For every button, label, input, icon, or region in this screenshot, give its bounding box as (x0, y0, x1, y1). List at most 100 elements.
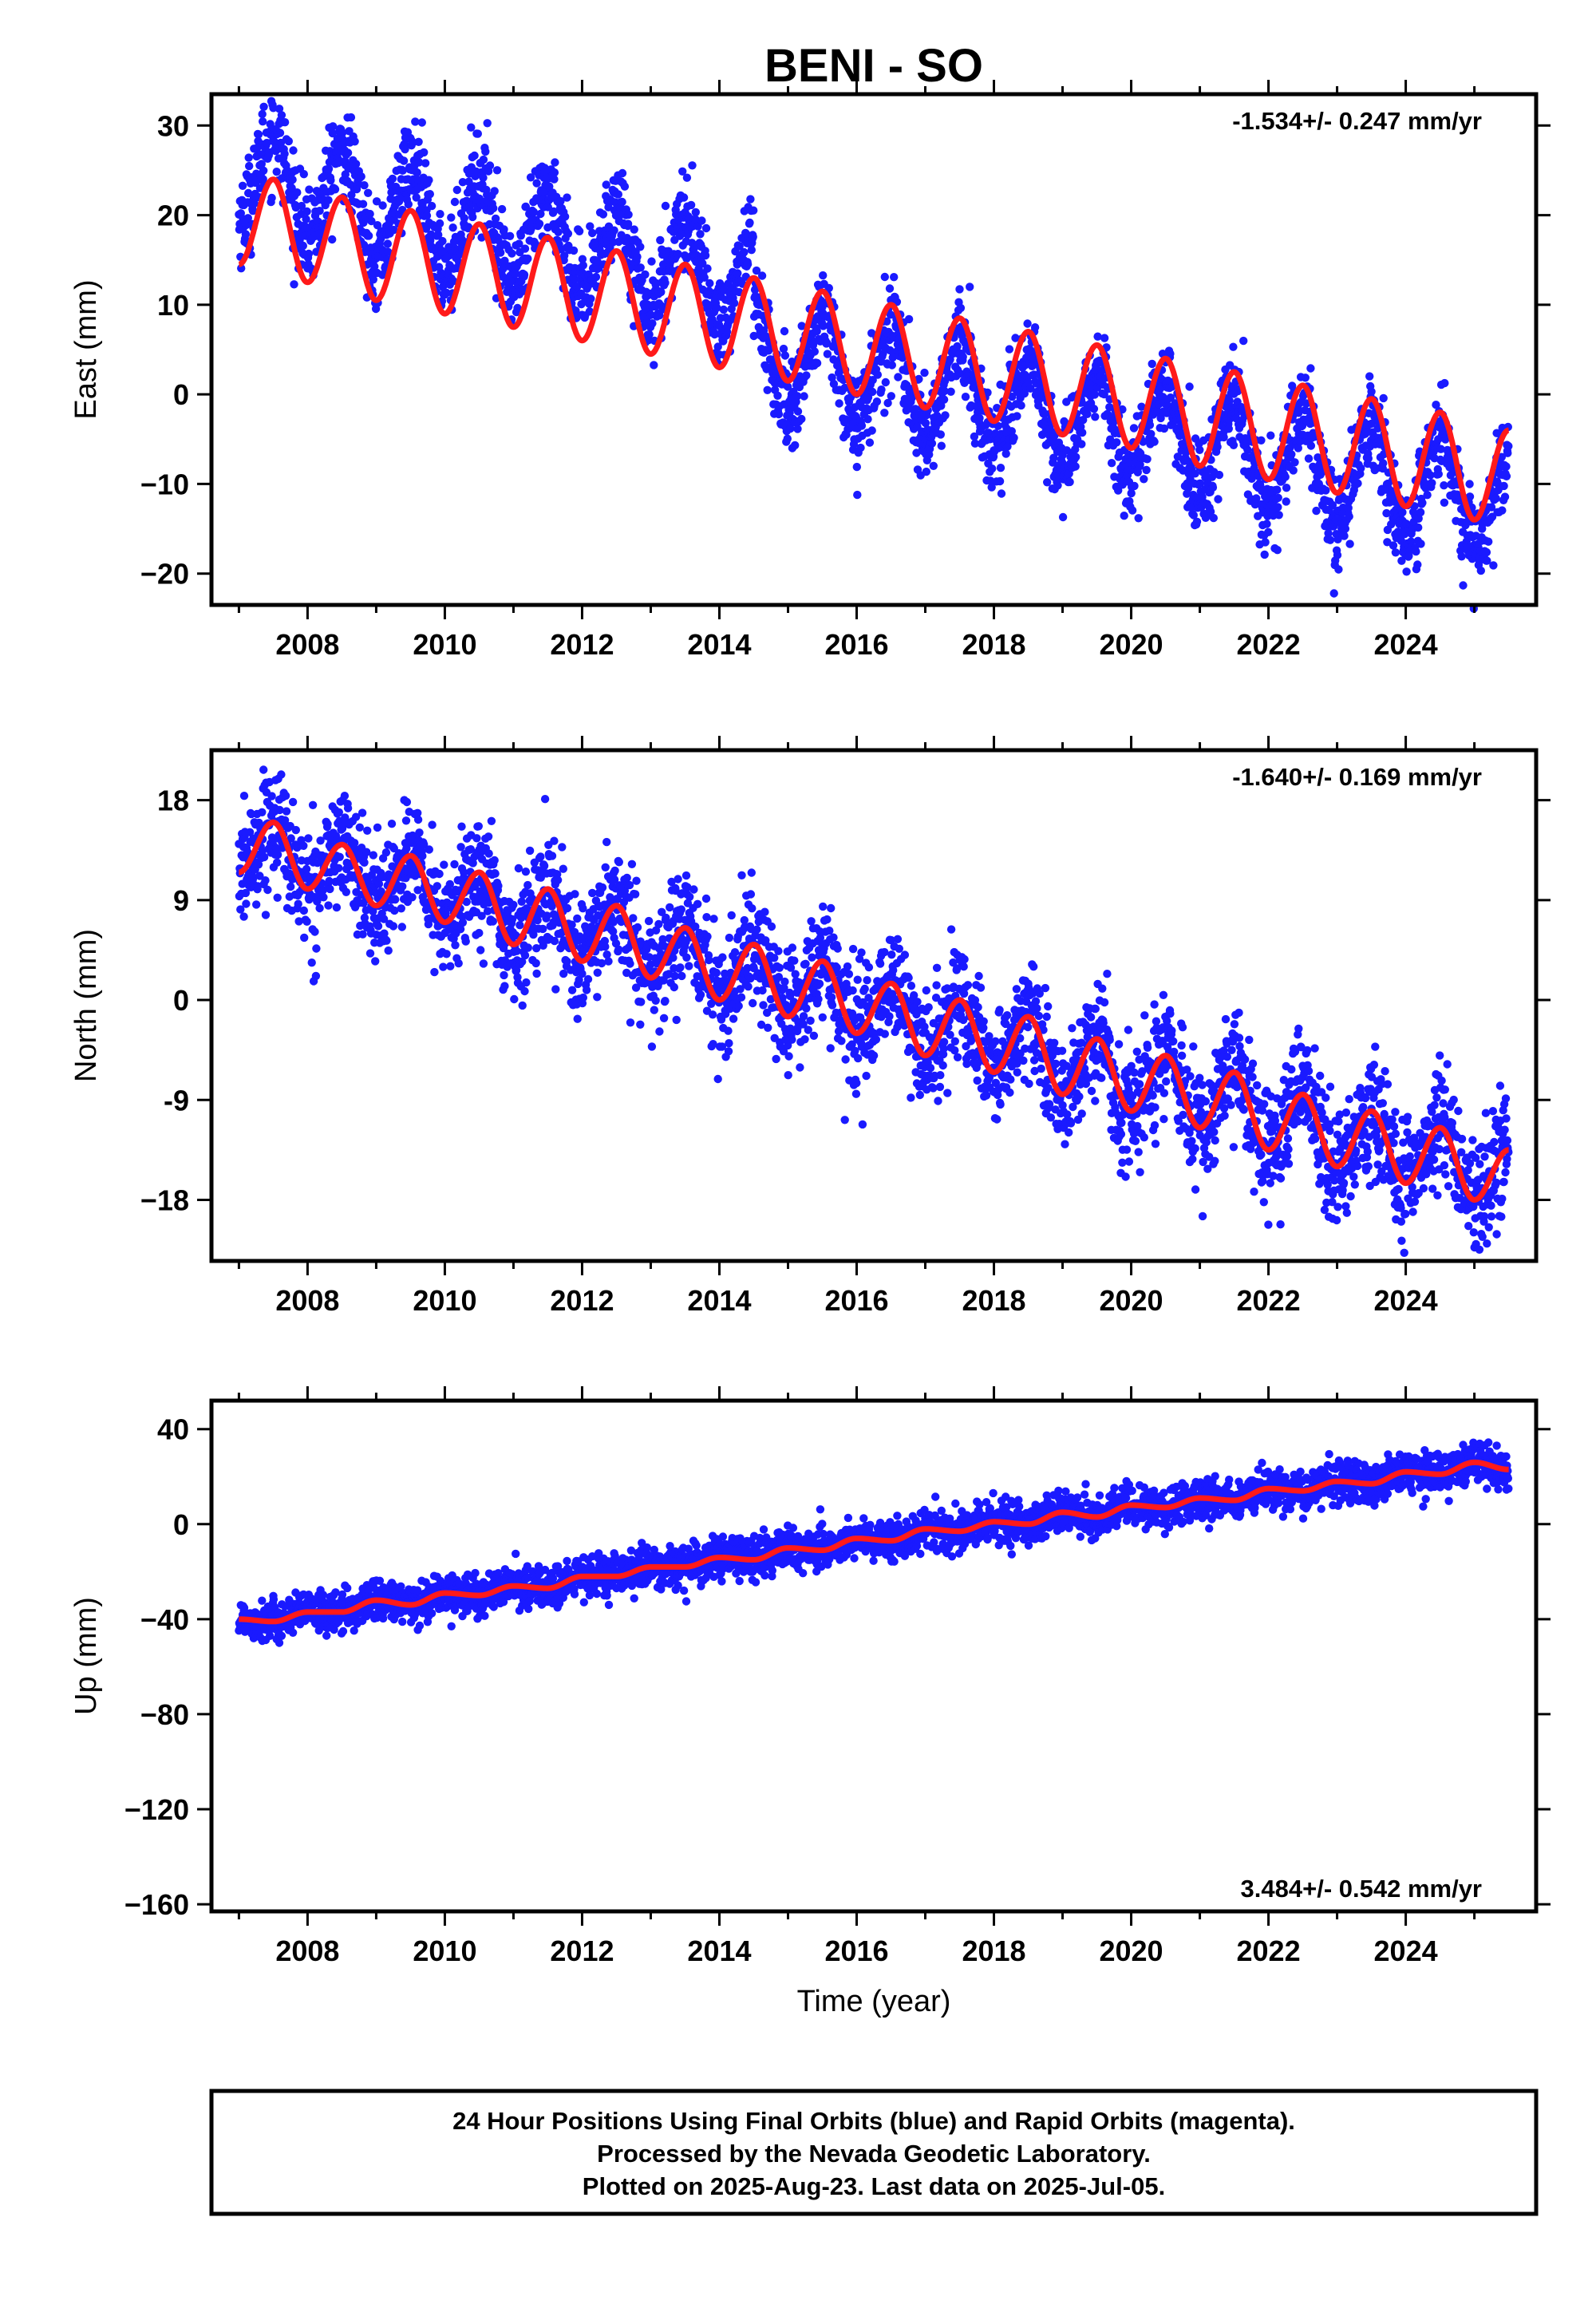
panels: 2008 2010 2012 2014 2016 2018 2020 2022 20243020… (69, 80, 1551, 1967)
east-scatter-point (1219, 433, 1228, 442)
east-scatter-point (661, 201, 670, 211)
east-scatter-point (853, 490, 862, 500)
north-scatter-point (484, 832, 493, 841)
east-scatter-point (1304, 454, 1314, 463)
north-scatter-point (451, 941, 460, 950)
east-scatter-point (1030, 323, 1040, 332)
north-scatter-point (772, 1054, 780, 1064)
north-scatter-point (709, 915, 718, 923)
north-scatter-point (661, 997, 670, 1006)
north-scatter-point (514, 864, 523, 873)
north-scatter-point (487, 816, 496, 825)
north-scatter-point (674, 875, 682, 883)
east-scatter-point (425, 190, 434, 199)
north-scatter-point (558, 843, 567, 852)
east-scatter-point (1416, 539, 1425, 548)
east-scatter-point (812, 326, 821, 336)
north-scatter-point (342, 887, 350, 897)
chart-title: BENI - SO (764, 40, 983, 92)
east-scatter-point (293, 188, 302, 197)
east-scatter-point (880, 272, 890, 282)
north-scatter-point (389, 922, 398, 931)
north-scatter-point (689, 885, 698, 894)
east-scatter-point (995, 476, 1005, 486)
east-scatter-point (275, 128, 285, 137)
east-scatter-point (873, 370, 883, 379)
north-scatter-point (286, 882, 295, 891)
east-scatter-point (956, 303, 966, 313)
north-scatter-point (365, 949, 375, 958)
east-scatter-point (1185, 382, 1194, 391)
east-scatter-point (1130, 481, 1139, 491)
north-scatter-point (678, 971, 686, 981)
north-scatter-point (666, 903, 674, 912)
east-scatter-point (1281, 472, 1290, 481)
east-scatter-point (1440, 481, 1448, 490)
north-scatter-point (775, 963, 784, 972)
east-scatter-point (1364, 454, 1373, 463)
east-scatter-point (521, 202, 531, 211)
north-scatter-point (598, 883, 607, 892)
north-scatter-point (536, 852, 545, 861)
east-scatter-point (492, 166, 502, 175)
north-scatter-point (800, 1035, 809, 1044)
east-scatter-point (1504, 441, 1513, 451)
east-scatter-point (1229, 342, 1238, 351)
east-scatter-point (1476, 566, 1486, 575)
east-scatter-point (1273, 546, 1282, 555)
east-scatter-point (1145, 421, 1155, 429)
east-scatter-point (579, 261, 587, 270)
east-scatter-point (346, 113, 356, 122)
north-scatter-point (644, 916, 654, 926)
north-scatter-point (428, 820, 437, 829)
east-scatter-point (877, 385, 886, 394)
east-scatter-point (1465, 480, 1474, 488)
north-scatter-point (381, 848, 391, 857)
north-scatter-point (402, 797, 412, 807)
east-scatter-point (367, 216, 376, 226)
east-scatter-point (618, 197, 626, 207)
north-scatter-point (391, 895, 400, 904)
north-scatter-point (326, 884, 334, 894)
north-scatter-point (435, 869, 444, 879)
north-scatter-point (780, 977, 789, 986)
north-scatter-point (369, 851, 377, 860)
east-scatter-point (656, 235, 665, 245)
east-scatter-point (485, 161, 495, 170)
east-scatter-point (1072, 453, 1080, 461)
north-scatter-point (425, 845, 433, 854)
east-scatter-point (470, 151, 479, 160)
east-scatter-point (941, 411, 950, 420)
east-scatter-point (1262, 520, 1271, 528)
north-scatter-point (310, 927, 319, 936)
north-scatter-point (796, 1063, 804, 1072)
east-scatter-point (330, 185, 340, 194)
east-scatter-point (966, 283, 974, 291)
east-scatter-point (763, 385, 772, 394)
north-scatter-point (567, 986, 577, 994)
east-scatter-point (351, 160, 361, 168)
east-scatter-point (425, 176, 433, 184)
north-scatter-point (685, 962, 693, 970)
east-x-tick-label: 2010 (413, 628, 476, 661)
east-scatter-point (536, 209, 545, 219)
east-scatter-point (450, 197, 460, 207)
east-scatter-point (997, 489, 1006, 498)
north-scatter-point (748, 904, 757, 913)
north-scatter-point (252, 900, 261, 909)
north-scatter-point (450, 860, 459, 869)
north-scatter-point (408, 893, 417, 902)
north-scatter-point (510, 994, 519, 1004)
east-scatter-point (793, 425, 802, 433)
north-scatter-point (559, 864, 567, 873)
east-scatter-point (648, 319, 657, 328)
east-scatter-point (1398, 508, 1407, 517)
north-scatter-point (788, 1035, 796, 1044)
east-scatter-point (691, 207, 700, 217)
east-scatter-point (955, 285, 964, 294)
east-scatter-point (420, 148, 429, 157)
east-scatter-point (436, 210, 444, 219)
east-scatter-point (885, 284, 895, 293)
north-scatter-point (806, 1016, 815, 1026)
east-scatter-point (936, 430, 946, 439)
